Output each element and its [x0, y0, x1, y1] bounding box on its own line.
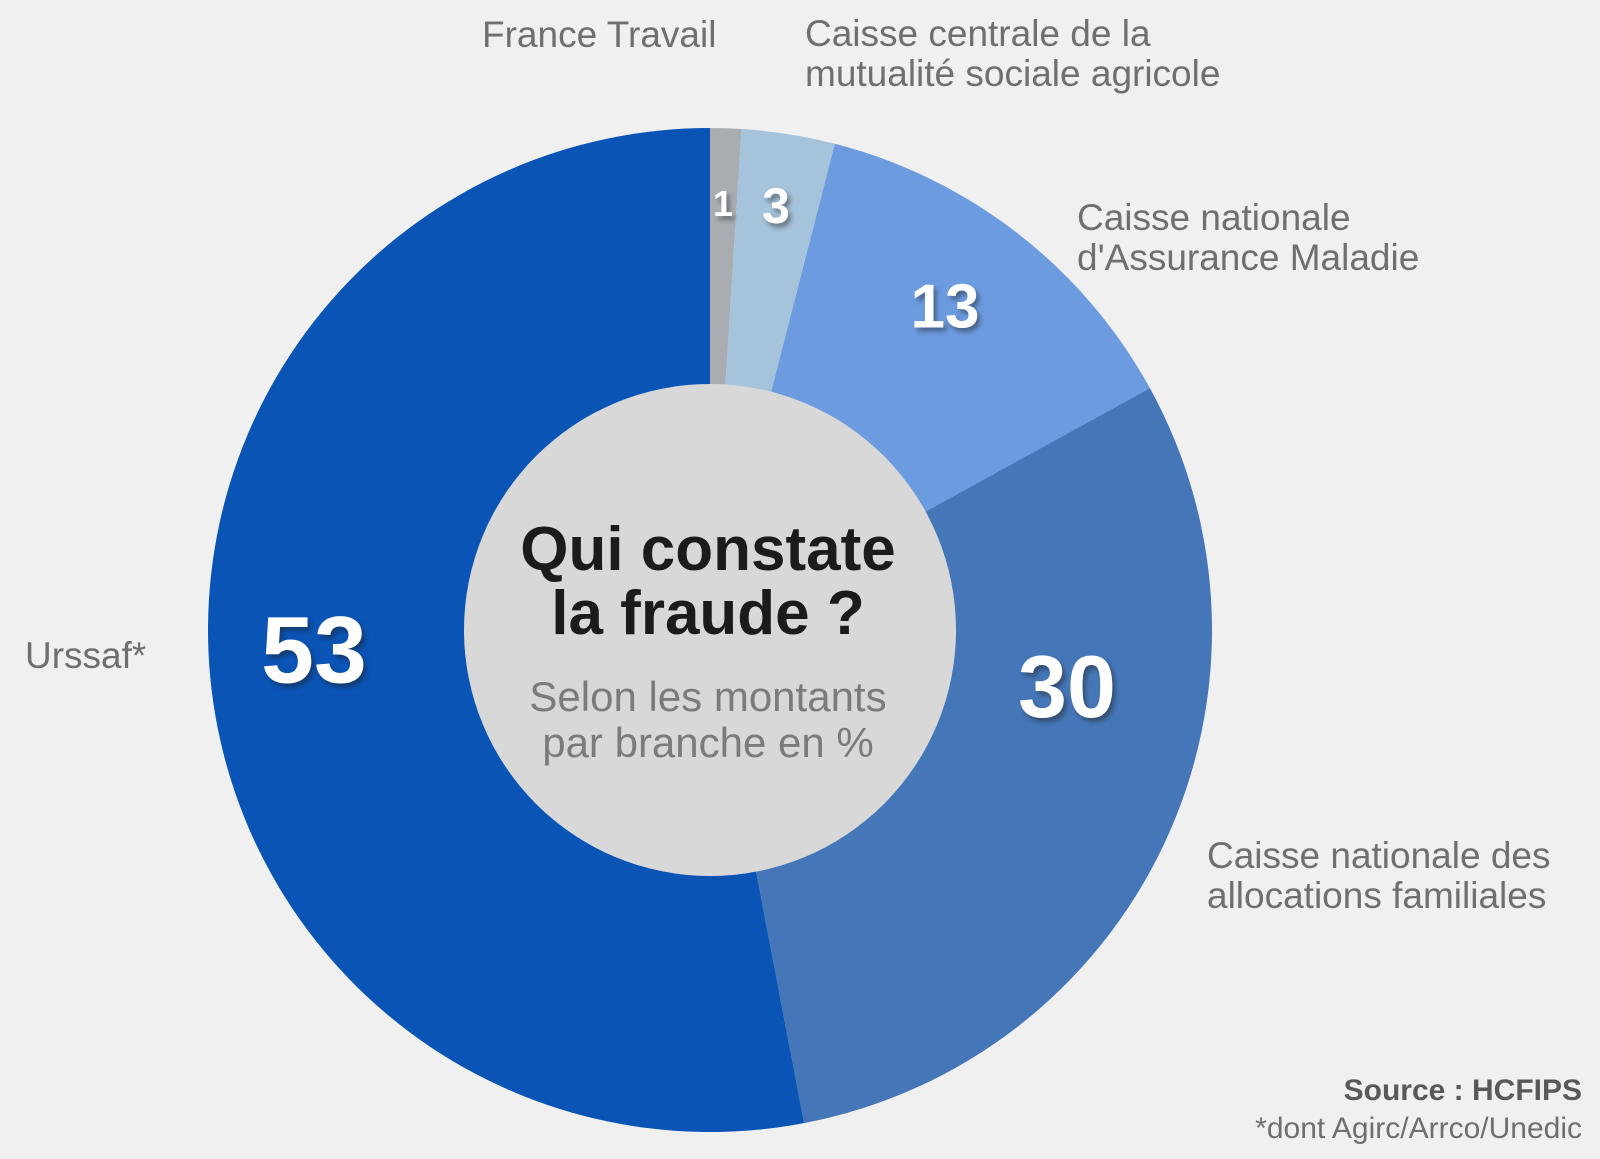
label-caisse-centrale-msa: Caisse centrale de la mutualité sociale … — [805, 13, 1221, 94]
source-label: Source : HCFIPS — [1343, 1074, 1582, 1107]
label-urssaf: Urssaf* — [25, 635, 147, 676]
chart-title: Qui constate la fraude ? — [520, 515, 896, 648]
label-cnam: Caisse nationale d'Assurance Maladie — [1077, 197, 1420, 278]
chart-center-text: Qui constate la fraude ? Selon les monta… — [448, 518, 968, 766]
chart-subtitle: Selon les montants par branche en % — [529, 673, 887, 766]
footnote-label: *dont Agirc/Arrco/Unedic — [1255, 1112, 1582, 1145]
source-block: Source : HCFIPS *dont Agirc/Arrco/Unedic — [1255, 1072, 1582, 1148]
donut-hole — [464, 384, 956, 876]
label-cnaf: Caisse nationale des allocations familia… — [1207, 835, 1551, 916]
label-france-travail: France Travail — [482, 14, 717, 55]
